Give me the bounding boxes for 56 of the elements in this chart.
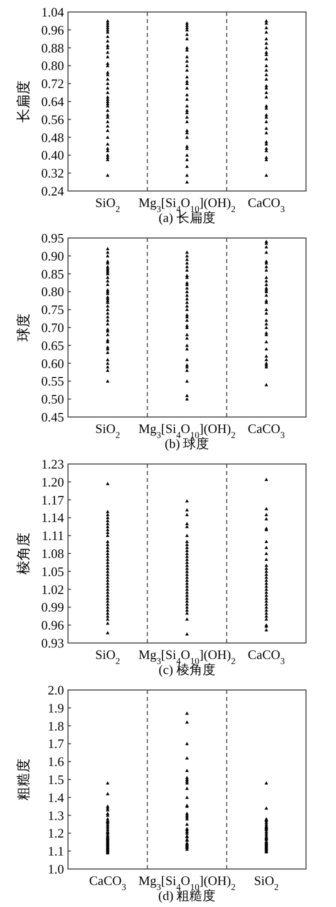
y-tick-label: 0.80 <box>41 284 64 300</box>
y-tick-label: 0.88 <box>41 40 64 56</box>
y-tick-label: 1.05 <box>41 564 64 579</box>
y-tick-label: 1.4 <box>48 790 64 805</box>
y-tick-label: 1.23 <box>41 456 64 472</box>
y-tick-label: 0.95 <box>41 230 64 246</box>
x-tick-label: CaCO$_{3}$ <box>248 421 286 440</box>
x-tick-label: SiO$_{2}$ <box>95 421 121 440</box>
y-tick-label: 0.55 <box>41 374 64 389</box>
y-tick-label: 1.7 <box>48 736 64 752</box>
y-tick-label: 1.14 <box>41 510 64 526</box>
y-tick-label: 0.56 <box>41 112 64 127</box>
y-tick-label: 0.80 <box>41 58 64 74</box>
x-tick-label: CaCO$_{3}$ <box>89 873 127 892</box>
x-tick-label: CaCO$_{3}$ <box>248 195 286 214</box>
y-tick-label: 0.70 <box>41 320 64 335</box>
y-tick-label: 0.60 <box>41 356 64 371</box>
y-tick-label: 0.93 <box>41 636 64 650</box>
y-tick-label: 0.64 <box>41 94 64 109</box>
y-tick-label: 1.02 <box>41 582 64 597</box>
y-axis-title: 棱角度 <box>16 532 32 574</box>
y-axis-title: 球度 <box>16 314 32 342</box>
y-tick-label: 0.45 <box>41 410 64 424</box>
y-tick-label: 1.0 <box>48 862 64 876</box>
y-tick-label: 1.1 <box>48 844 64 859</box>
y-tick-label: 1.8 <box>48 718 64 734</box>
y-tick-label: 0.96 <box>41 618 64 633</box>
y-tick-label: 1.6 <box>48 754 64 770</box>
y-axis-title: 长扁度 <box>16 80 32 122</box>
y-tick-label: 0.40 <box>41 148 64 163</box>
y-tick-label: 0.99 <box>41 600 64 615</box>
y-tick-label: 1.2 <box>48 826 64 841</box>
x-tick-label: SiO$_{2}$ <box>254 873 280 892</box>
y-tick-label: 1.3 <box>48 808 64 823</box>
x-tick-label: SiO$_{2}$ <box>95 647 121 666</box>
x-tick-label: SiO$_{2}$ <box>95 195 121 214</box>
y-tick-label: 0.32 <box>41 166 64 181</box>
y-tick-label: 0.75 <box>41 302 64 318</box>
y-axis-title: 粗糙度 <box>16 758 32 800</box>
y-tick-label: 0.96 <box>41 22 64 38</box>
y-tick-label: 0.65 <box>41 338 64 353</box>
y-tick-label: 1.04 <box>41 4 64 20</box>
y-tick-label: 1.17 <box>41 492 64 508</box>
y-tick-label: 1.9 <box>48 700 64 716</box>
y-tick-label: 2.0 <box>48 682 64 698</box>
y-tick-label: 0.72 <box>41 76 64 92</box>
y-tick-label: 0.24 <box>41 184 64 198</box>
x-tick-label: CaCO$_{3}$ <box>248 647 286 666</box>
y-tick-label: 1.08 <box>41 546 64 561</box>
y-tick-label: 1.11 <box>42 528 64 544</box>
y-tick-label: 0.85 <box>41 266 64 282</box>
y-tick-label: 1.20 <box>41 474 64 490</box>
y-tick-label: 0.50 <box>41 392 64 407</box>
y-tick-label: 1.5 <box>48 772 64 787</box>
y-tick-label: 0.90 <box>41 248 64 264</box>
y-tick-label: 0.48 <box>41 130 64 145</box>
